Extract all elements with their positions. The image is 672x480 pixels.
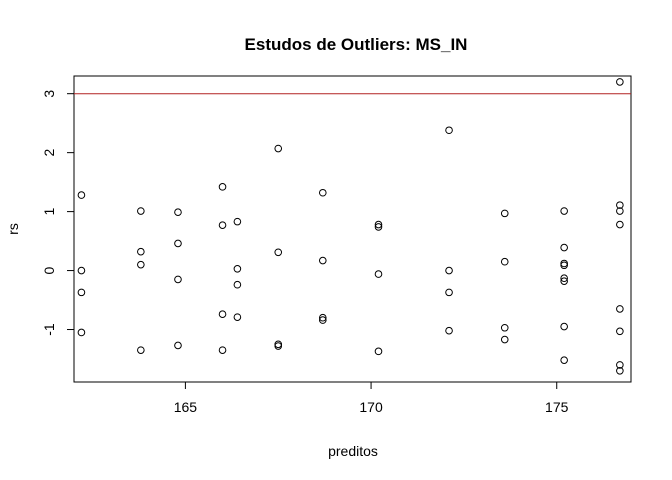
data-point	[77, 266, 86, 275]
data-point	[616, 207, 624, 215]
data-point	[445, 126, 453, 135]
data-point	[616, 78, 624, 86]
data-point	[137, 207, 145, 215]
data-point	[616, 366, 624, 375]
data-point	[560, 277, 568, 285]
plot-area-frame	[73, 75, 632, 383]
x-tick-label: 165	[174, 399, 198, 415]
data-point	[274, 144, 283, 153]
data-point	[560, 356, 568, 364]
data-point	[174, 341, 182, 350]
x-tick-label: 175	[545, 399, 569, 415]
y-tick-label: 1	[41, 208, 57, 216]
data-point	[445, 288, 453, 297]
data-point	[77, 191, 86, 199]
data-point	[445, 326, 453, 335]
x-axis-label: preditos	[328, 443, 378, 459]
data-point	[560, 274, 568, 283]
data-point	[137, 260, 145, 269]
data-point	[318, 313, 327, 322]
data-point	[374, 220, 383, 229]
data-point	[616, 327, 624, 336]
data-point	[318, 188, 327, 197]
data-point	[274, 342, 283, 350]
data-point	[318, 256, 327, 265]
data-point	[174, 275, 182, 284]
data-point	[560, 207, 568, 215]
data-point	[218, 310, 227, 318]
y-tick-label: 2	[41, 149, 57, 157]
data-point	[233, 217, 242, 226]
data-point	[616, 220, 624, 229]
data-point	[274, 248, 283, 257]
y-tick-label: 0	[41, 266, 57, 274]
y-axis-label: rs	[5, 223, 21, 235]
data-points	[77, 78, 624, 375]
data-point	[137, 346, 145, 354]
data-point	[616, 305, 624, 313]
data-point	[174, 208, 182, 216]
data-point	[218, 183, 227, 191]
data-point	[374, 347, 383, 356]
data-point	[560, 261, 568, 270]
data-point	[500, 323, 509, 332]
data-point	[218, 221, 227, 229]
data-point	[233, 313, 242, 321]
data-point	[218, 346, 227, 354]
data-point	[233, 280, 242, 289]
data-point	[560, 243, 568, 252]
data-point	[500, 209, 509, 218]
data-point	[374, 223, 383, 231]
data-point	[445, 266, 453, 275]
data-point	[174, 239, 182, 248]
data-point	[500, 257, 509, 266]
x-axis: 165 170 175	[174, 381, 569, 415]
data-point	[374, 270, 383, 278]
y-tick-label: 3	[41, 90, 57, 98]
y-tick-label: -1	[41, 323, 57, 336]
data-point	[77, 288, 86, 297]
data-point	[616, 361, 624, 369]
data-point	[318, 316, 327, 324]
x-tick-label: 170	[359, 399, 383, 415]
y-axis: -1 0 1 2 3	[41, 90, 75, 336]
data-point	[77, 328, 86, 337]
chart-title: Estudos de Outliers: MS_IN	[245, 35, 468, 54]
data-point	[137, 247, 145, 256]
data-point	[616, 201, 624, 209]
data-point	[233, 264, 242, 273]
data-point	[560, 322, 568, 331]
data-point	[500, 335, 509, 344]
